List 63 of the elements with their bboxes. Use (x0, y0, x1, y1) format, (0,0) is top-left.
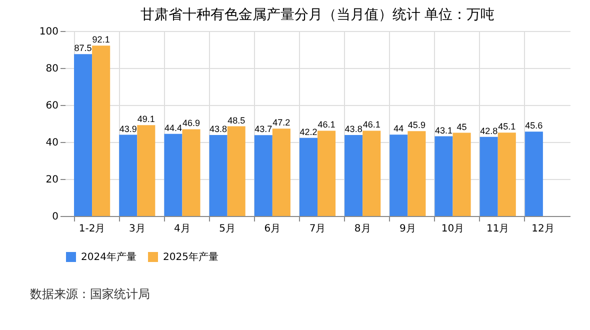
bar (119, 134, 138, 216)
bar (137, 125, 156, 216)
x-tick-label: 5月 (219, 224, 236, 234)
bar (452, 132, 471, 216)
data-label: 43.7 (254, 124, 272, 134)
bar (480, 136, 498, 216)
data-label: 43.8 (344, 124, 362, 134)
data-label: 45.1 (498, 122, 516, 132)
bar (182, 129, 200, 216)
bar (390, 134, 408, 216)
bar (524, 132, 543, 216)
data-label: 92.1 (92, 34, 110, 45)
bar (318, 130, 336, 216)
bar (272, 128, 290, 216)
data-label: 43.8 (210, 124, 228, 134)
bar (209, 134, 228, 216)
y-tick-label: 60 (46, 100, 58, 112)
bar (299, 138, 318, 216)
data-label: 42.8 (480, 126, 498, 136)
x-tick-label: 10月 (441, 224, 464, 234)
chart-title: 甘肃省十种有色金属产量分月（当月值）统计 单位：万吨 (140, 7, 495, 23)
bar (434, 136, 453, 216)
bar (362, 130, 381, 216)
legend-label: 2025年产量 (163, 251, 218, 263)
data-label: 42.2 (300, 126, 318, 137)
x-tick-label: 9月 (399, 224, 416, 234)
bar (344, 134, 363, 216)
data-label: 45.9 (408, 120, 426, 130)
y-tick-label: 100 (39, 26, 58, 38)
bar (74, 54, 92, 216)
data-label: 45.6 (525, 120, 543, 131)
data-label: 87.5 (74, 43, 92, 54)
bar (498, 132, 516, 216)
data-label: 46.1 (318, 120, 336, 130)
y-tick-label: 20 (46, 174, 58, 186)
data-label: 45 (456, 122, 467, 132)
x-tick-label: 6月 (264, 224, 281, 234)
data-label: 43.9 (119, 124, 137, 134)
x-tick-label: 12月 (532, 224, 554, 234)
x-tick-label: 4月 (174, 224, 190, 234)
data-label: 48.5 (228, 115, 246, 126)
data-label: 44 (394, 124, 404, 134)
data-label: 49.1 (137, 114, 155, 124)
x-tick-label: 8月 (354, 224, 371, 234)
bar (92, 46, 110, 216)
x-tick-label: 1-2月 (78, 224, 106, 234)
bar (227, 126, 246, 216)
data-label: 46.9 (182, 118, 200, 128)
x-tick-label: 11月 (486, 224, 510, 234)
bar (408, 131, 426, 216)
source-note: 数据来源：国家统计局 (30, 287, 150, 301)
data-label: 46.1 (362, 120, 380, 130)
data-label: 43.1 (434, 125, 453, 136)
bar (164, 134, 182, 216)
y-tick-label: 0 (52, 212, 58, 222)
data-label: 44.4 (164, 122, 182, 133)
legend-label: 2024年产量 (81, 251, 136, 263)
x-tick-label: 7月 (309, 224, 326, 234)
bar (254, 135, 272, 216)
y-tick-label: 40 (46, 138, 58, 148)
x-tick-label: 3月 (128, 224, 146, 234)
y-tick-label: 80 (46, 64, 58, 74)
data-label: 47.2 (272, 118, 290, 128)
